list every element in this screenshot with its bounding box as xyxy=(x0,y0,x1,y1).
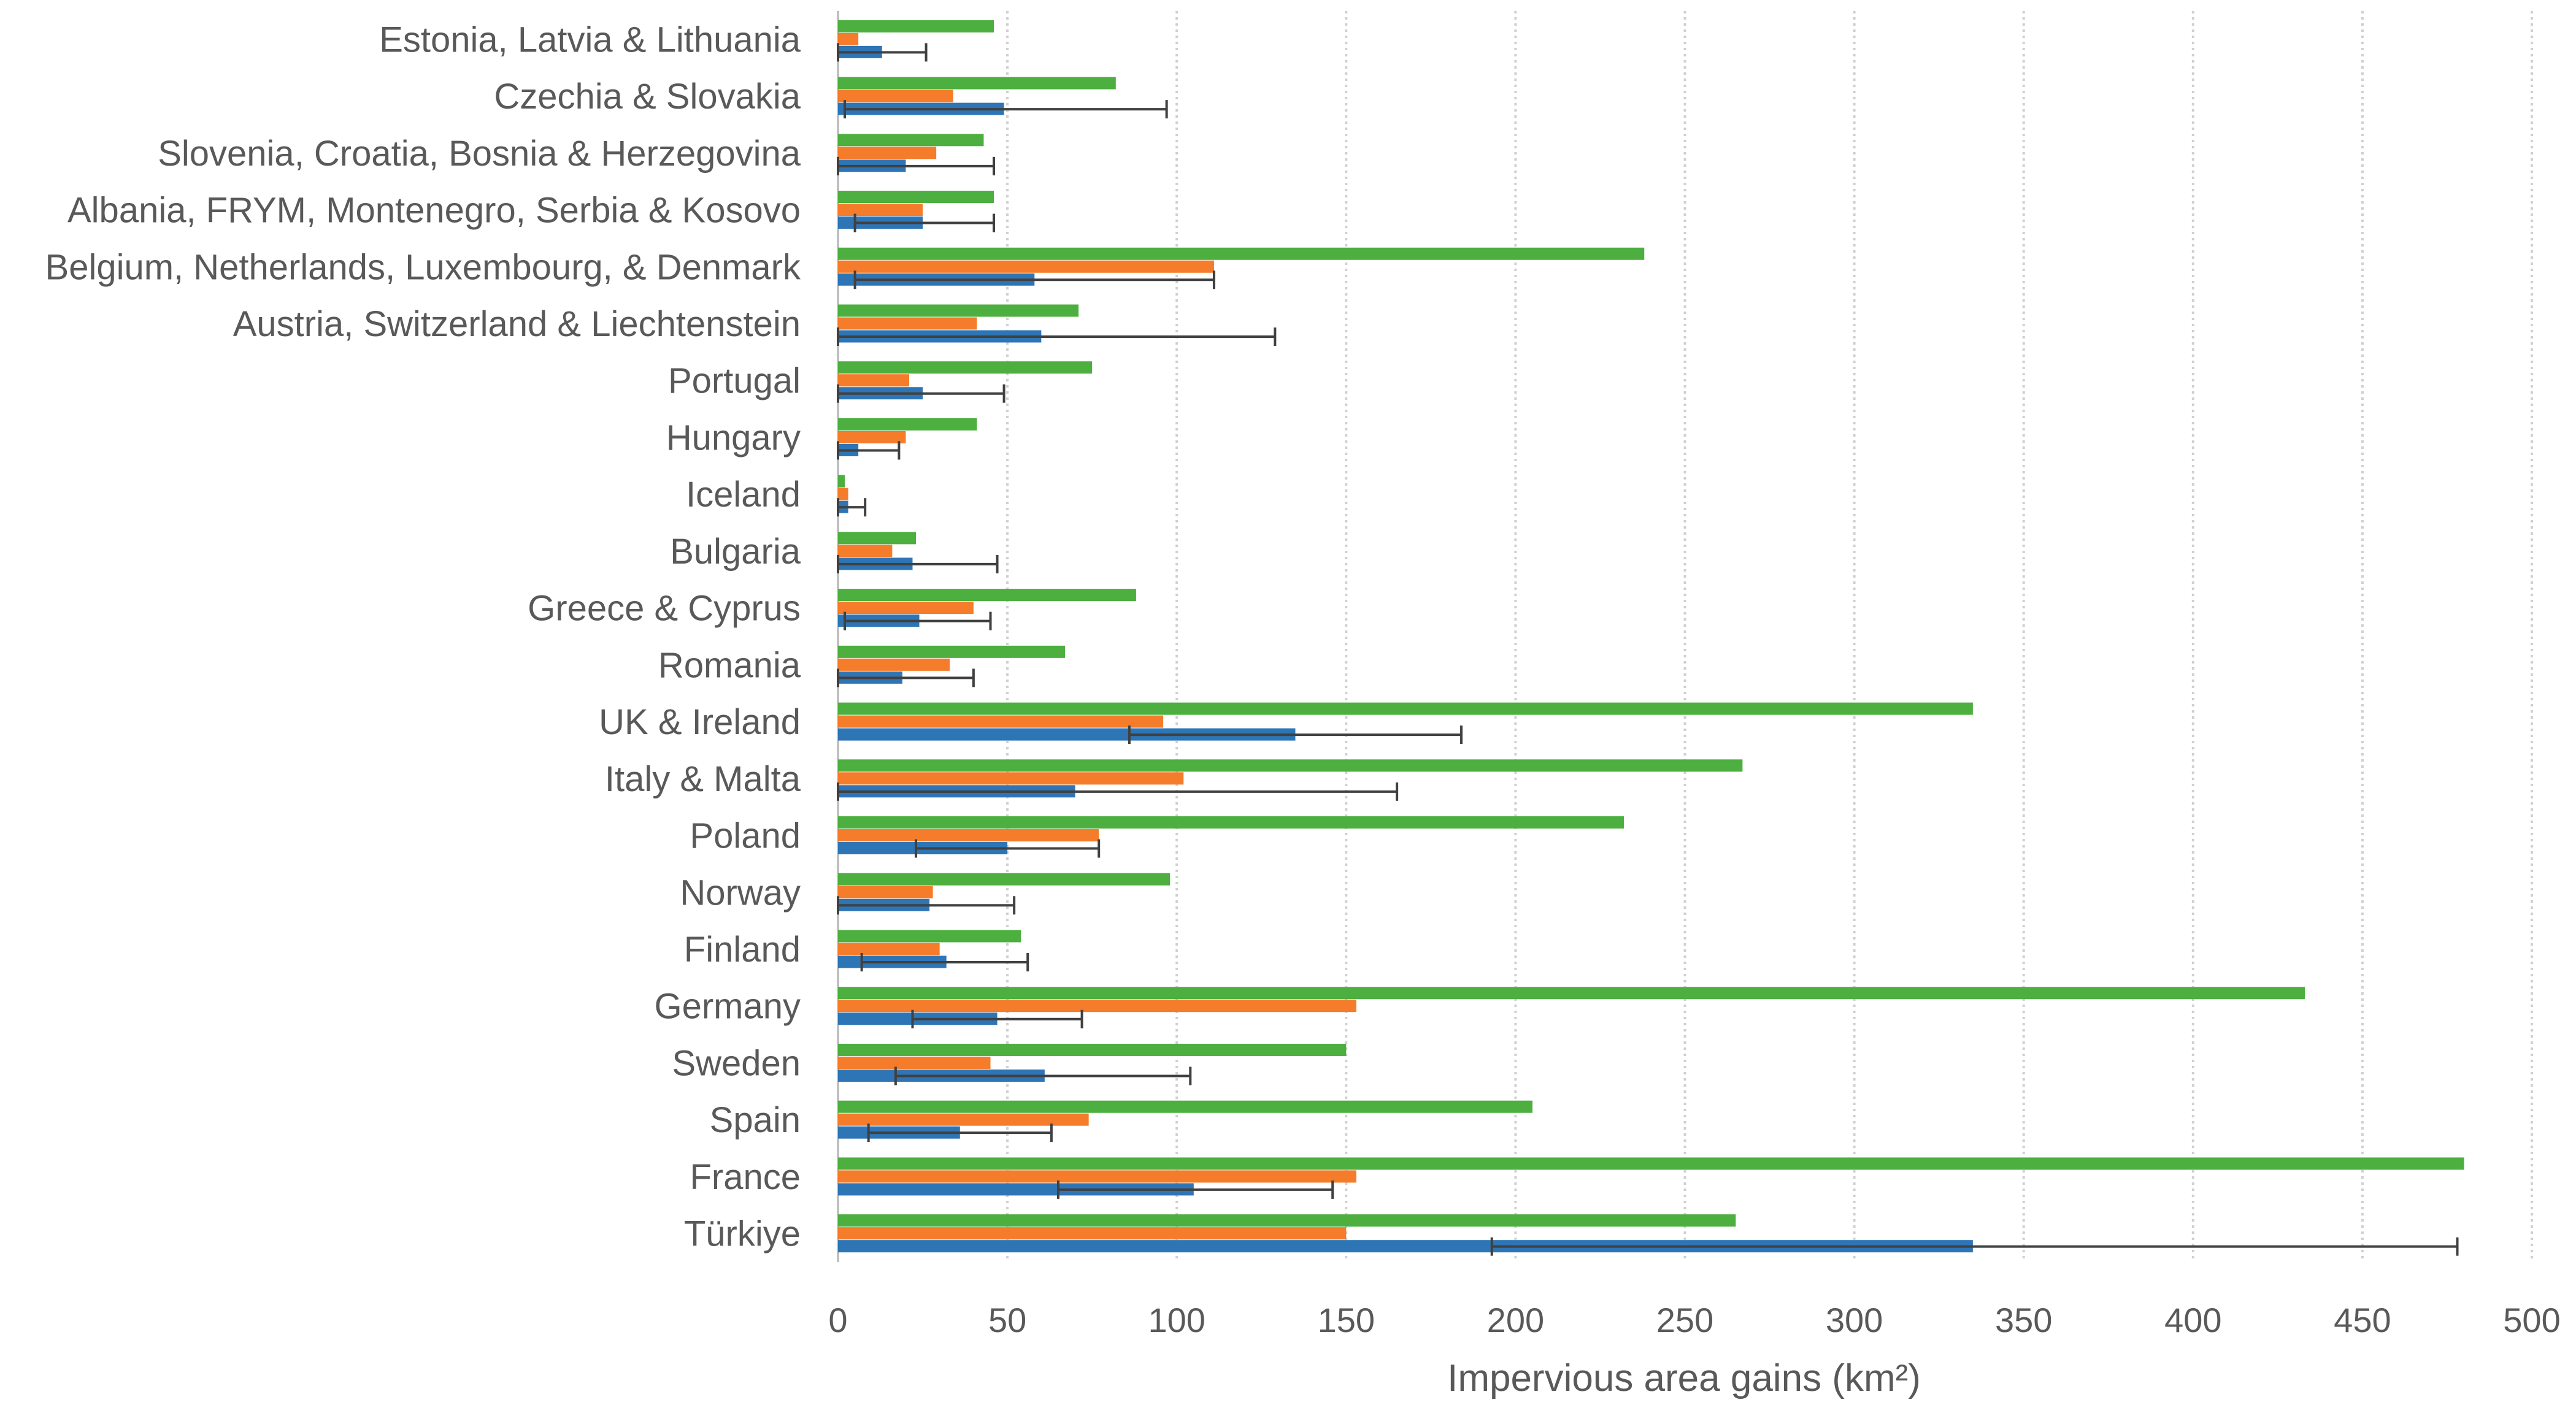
category-label: Hungary xyxy=(666,418,801,457)
category-label: Türkiye xyxy=(684,1214,801,1254)
bar xyxy=(838,943,940,955)
bar xyxy=(838,1113,1089,1126)
x-tick-label: 500 xyxy=(2503,1301,2560,1339)
category-label: Estonia, Latvia & Lithuania xyxy=(379,20,801,59)
bars-layer xyxy=(838,20,2464,1253)
category-label: Greece & Cyprus xyxy=(528,589,801,629)
x-tick-label: 400 xyxy=(2164,1301,2221,1339)
x-axis-title: Impervious area gains (km²) xyxy=(1447,1357,1921,1399)
category-label: Italy & Malta xyxy=(605,759,801,799)
grid-layer xyxy=(837,11,2533,1262)
error-bars-layer xyxy=(837,43,2459,1256)
bar xyxy=(838,772,1184,785)
bar xyxy=(838,1183,1194,1196)
category-label: UK & Ireland xyxy=(599,702,801,742)
x-tick-label: 450 xyxy=(2334,1301,2391,1339)
bar xyxy=(838,658,950,671)
x-tick-label: 350 xyxy=(1995,1301,2052,1339)
bar xyxy=(838,361,1093,374)
bar xyxy=(838,20,994,33)
category-label: Portugal xyxy=(668,361,801,401)
bar xyxy=(838,602,974,614)
bar xyxy=(838,1000,1356,1012)
category-label: Germany xyxy=(654,987,801,1027)
bar xyxy=(838,147,937,159)
bar xyxy=(838,545,893,557)
bar xyxy=(838,589,1136,602)
bar xyxy=(838,374,909,387)
bar xyxy=(838,1227,1347,1240)
category-label: Albania, FRYM, Montenegro, Serbia & Koso… xyxy=(67,191,801,231)
bar xyxy=(838,204,923,216)
bar xyxy=(838,532,917,545)
bar xyxy=(838,886,933,898)
category-label: Austria, Switzerland & Liechtenstein xyxy=(233,304,801,344)
bar xyxy=(838,816,1624,829)
bar xyxy=(838,77,1116,90)
category-label: Sweden xyxy=(672,1043,801,1083)
bar xyxy=(838,873,1171,886)
category-label: Belgium, Netherlands, Luxembourg, & Denm… xyxy=(45,247,801,287)
category-label: Spain xyxy=(710,1100,801,1140)
bar xyxy=(838,475,845,488)
bar xyxy=(838,728,1296,741)
bar xyxy=(838,1056,991,1069)
category-label: Iceland xyxy=(686,475,801,515)
bar xyxy=(838,645,1065,658)
bar xyxy=(838,260,1214,273)
category-label: Czechia & Slovakia xyxy=(494,77,801,117)
bar xyxy=(838,134,984,147)
x-tick-label: 150 xyxy=(1318,1301,1375,1339)
bar xyxy=(838,418,977,431)
x-tick-labels: 0 50 100 150 200 250 300 350 400 450 500 xyxy=(828,1301,2560,1339)
bar xyxy=(838,1214,1736,1227)
bar xyxy=(838,715,1164,728)
bar xyxy=(838,317,977,330)
category-label: Poland xyxy=(690,816,801,856)
bar xyxy=(838,930,1021,943)
bar xyxy=(838,304,1079,317)
bar xyxy=(838,488,848,500)
bar xyxy=(838,90,953,102)
bar xyxy=(838,1170,1356,1183)
bar xyxy=(838,1043,1347,1056)
bar xyxy=(838,759,1743,772)
category-label: France xyxy=(690,1157,801,1197)
bar xyxy=(838,191,994,204)
bar xyxy=(838,1157,2464,1170)
x-tick-label: 300 xyxy=(1826,1301,1883,1339)
bar xyxy=(838,829,1099,842)
category-label: Bulgaria xyxy=(670,532,801,572)
bar xyxy=(838,987,2305,1000)
bar xyxy=(838,702,1973,715)
category-label: Finland xyxy=(684,930,801,970)
bar xyxy=(838,431,906,443)
category-label: Romania xyxy=(658,645,801,685)
x-tick-label: 0 xyxy=(828,1301,847,1339)
bar xyxy=(838,33,859,45)
x-tick-label: 100 xyxy=(1148,1301,1205,1339)
category-label: Slovenia, Croatia, Bosnia & Herzegovina xyxy=(158,134,801,174)
x-tick-label: 250 xyxy=(1656,1301,1713,1339)
x-tick-label: 50 xyxy=(988,1301,1026,1339)
bar xyxy=(838,247,1645,260)
bar xyxy=(838,1100,1533,1113)
x-tick-label: 200 xyxy=(1487,1301,1544,1339)
bar xyxy=(838,1240,1973,1253)
category-labels: Estonia, Latvia & Lithuania Czechia & Slo… xyxy=(45,20,801,1254)
category-label: Norway xyxy=(680,873,801,913)
